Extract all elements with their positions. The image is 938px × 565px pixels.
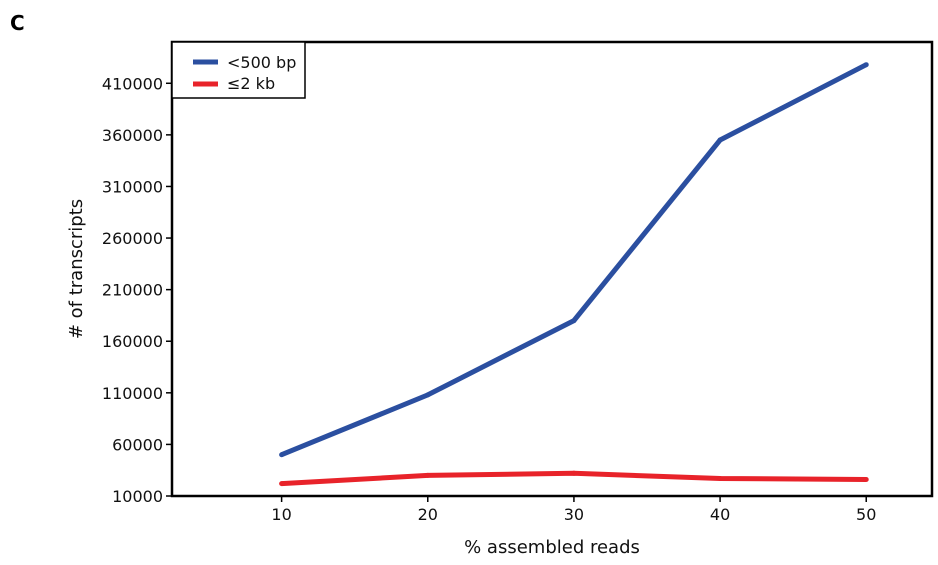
x-axis-title: % assembled reads [464,537,640,558]
y-tick-label: 160000 [102,332,163,351]
series-line-500bp [280,62,868,458]
data-point [863,62,869,68]
plot-frame [170,40,934,498]
series-layer [279,62,869,487]
data-point [279,481,285,487]
data-point [571,470,577,476]
x-axis-ticks: 10 20 30 40 50 [271,496,876,524]
x-tick-label: 20 [418,505,438,524]
y-tick-label: 110000 [102,384,163,403]
data-point [863,476,869,482]
legend-box [171,41,306,99]
y-tick-label: 10000 [112,487,163,506]
x-tick-label: 30 [564,505,584,524]
x-tick-label: 10 [271,505,291,524]
legend-label-2kb: ≤2 kb [227,74,275,93]
y-tick-label: 60000 [112,435,163,454]
y-axis-title: # of transcripts [66,199,87,339]
x-tick-label: 50 [856,505,876,524]
y-tick-label: 260000 [102,229,163,248]
legend: <500 bp ≤2 kb [171,41,306,99]
data-point [717,137,723,143]
data-point [279,452,285,458]
data-point [571,318,577,324]
x-tick-label: 40 [710,505,730,524]
data-point [425,392,431,398]
y-tick-label: 410000 [102,74,163,93]
y-tick-label: 310000 [102,177,163,196]
data-point [425,472,431,478]
y-tick-label: 210000 [102,281,163,300]
y-tick-label: 360000 [102,126,163,145]
data-point [717,475,723,481]
legend-label-500bp: <500 bp [227,53,296,72]
y-axis-ticks: 10000 60000 110000 160000 210000 260000 310000… [102,74,172,506]
panel-label: C [10,11,25,35]
